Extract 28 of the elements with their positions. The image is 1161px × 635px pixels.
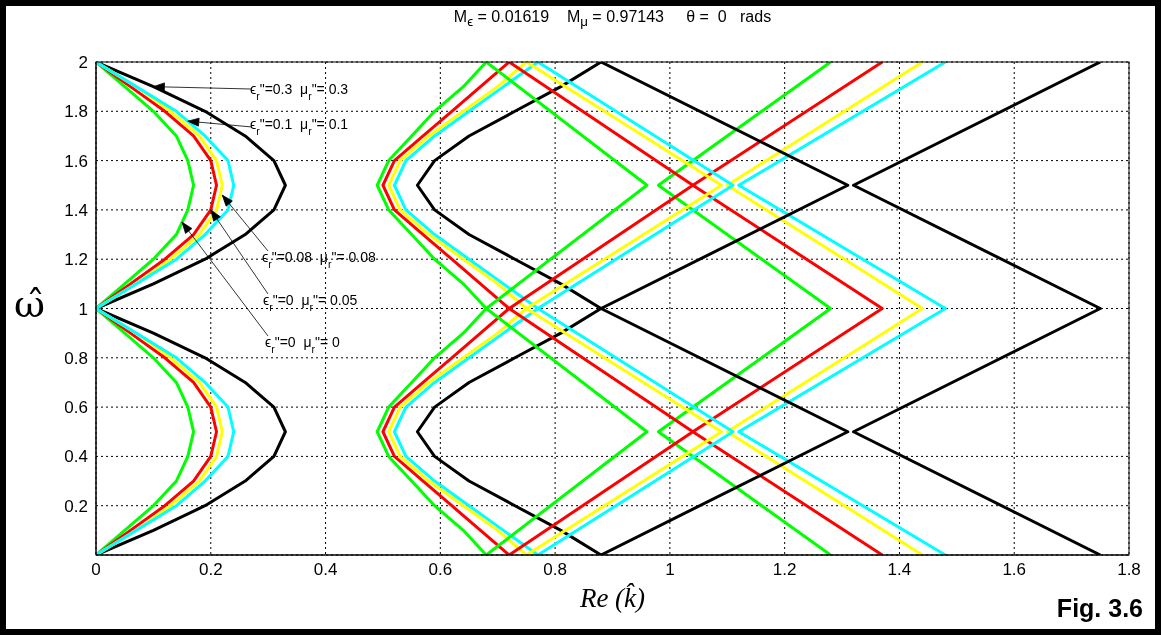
annotation: ϵ$_{r}$"=0 μ$_{r}$"= 0 (265, 334, 340, 355)
x-tick-label: 0 (91, 560, 101, 580)
y-tick-label: 1.8 (64, 102, 88, 122)
annotation: ϵ$_{r}$"=0.3 μ$_{r}$"= 0.3 (250, 81, 349, 102)
x-axis-title: Re (k̂) (579, 583, 646, 613)
caption: Fig. 3.6 (1056, 594, 1143, 622)
y-tick-label: 1.4 (64, 200, 88, 220)
y-tick-label: 0.6 (64, 398, 88, 418)
y-tick-label: 1.2 (64, 250, 88, 270)
annotation: ϵ$_{r}$"=0.1 μ$_{r}$"= 0.1 (250, 116, 349, 137)
y-tick-label: 0.8 (64, 348, 88, 368)
x-tick-label: 0.6 (428, 560, 453, 580)
x-tick-label: 0.2 (198, 560, 223, 580)
y-axis-title: ω̂ (14, 282, 45, 326)
annotation: ϵ$_{r}$"=0 μ$_{r}$"= 0.05 (263, 292, 358, 313)
chart-title: M$_{ϵ}$ = 0.01619 M$_{μ}$ = 0.97143 θ = 0 rads (452, 8, 773, 30)
y-tick-label: 0.2 (64, 496, 88, 516)
x-tick-label: 0.4 (313, 560, 338, 580)
x-tick-label: 1 (665, 560, 675, 580)
x-tick-label: 1.4 (887, 560, 912, 580)
x-tick-label: 1.2 (772, 560, 797, 580)
x-tick-label: 1.8 (1117, 560, 1141, 580)
x-tick-label: 1.6 (1002, 560, 1027, 580)
y-tick-label: 2 (78, 53, 88, 73)
x-tick-label: 0.8 (543, 560, 567, 580)
y-tick-label: 0.4 (64, 447, 88, 467)
y-tick-label: 1 (78, 299, 88, 319)
y-tick-label: 1.6 (64, 151, 88, 171)
